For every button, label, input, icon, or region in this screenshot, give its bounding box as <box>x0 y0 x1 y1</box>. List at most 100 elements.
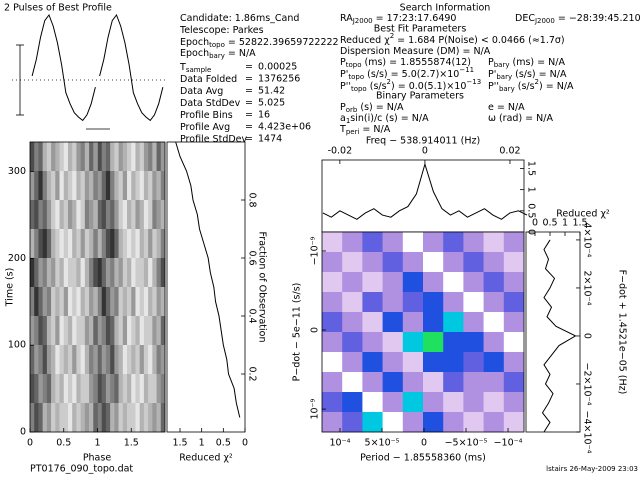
heat-cell <box>84 345 90 375</box>
info-eq: = <box>245 62 253 73</box>
heat-cell <box>139 345 145 375</box>
heat-cell <box>152 258 157 288</box>
heat-cell <box>55 200 60 230</box>
heat-cell <box>46 258 52 288</box>
heat-cell <box>38 142 43 172</box>
plot-frame <box>321 231 525 433</box>
heat-cell <box>342 412 363 433</box>
heat-cell <box>483 232 505 253</box>
text-part: Data StdDev <box>180 98 241 109</box>
heat-cell <box>160 345 166 375</box>
y-tick-label: −4×10⁻⁴ <box>582 411 593 454</box>
heat-cell <box>63 171 69 201</box>
info-line: e = N/A <box>488 102 525 113</box>
heat-cell <box>46 287 52 317</box>
heat-cell <box>46 171 52 201</box>
heat-cell <box>342 292 363 313</box>
heat-cell <box>143 316 149 346</box>
text-part: (s/s) = N/A <box>512 69 567 80</box>
x-tick-label: 5×10⁻⁵ <box>365 438 400 449</box>
heat-cell <box>143 229 149 259</box>
heat-cell <box>67 200 73 230</box>
heat-cell <box>322 232 343 253</box>
y-tick-label: 0.5 <box>526 203 537 218</box>
heat-cell <box>483 372 505 393</box>
y-axis-label: F−dot + 1.4521e−05 (Hz) <box>617 270 628 395</box>
heat-cell <box>152 403 157 433</box>
heat-cell <box>55 258 60 288</box>
info-value: 51.42 <box>258 86 285 97</box>
heat-cell <box>34 403 39 433</box>
heat-cell <box>131 200 136 230</box>
heat-cell <box>93 345 98 375</box>
heat-cell <box>67 142 73 172</box>
heat-cell <box>148 403 153 433</box>
heat-cell <box>80 287 86 317</box>
heat-cell <box>148 287 153 317</box>
heat-cell <box>382 352 404 373</box>
info-eq: = <box>245 98 253 109</box>
heat-cell <box>30 345 35 375</box>
y-tick-label: −10⁻⁹ <box>310 236 321 265</box>
info-label: Profile StdDev <box>180 134 248 145</box>
x-axis-label: Period − 1.85558360 (ms) <box>360 453 486 464</box>
x-tick-label: 1 <box>562 218 568 229</box>
x-tick-label: 0 <box>532 218 538 229</box>
heat-cell <box>423 272 444 293</box>
heat-cell <box>76 345 81 375</box>
text-part: Data Avg <box>180 86 223 97</box>
heat-cell <box>156 345 162 375</box>
heat-cell <box>80 142 86 172</box>
info-line: Epochbary = N/A <box>180 48 256 61</box>
heat-cell <box>402 292 424 313</box>
heat-cell <box>443 372 464 393</box>
info-eq: = <box>245 86 253 97</box>
heat-cell <box>127 258 132 288</box>
heat-cell <box>342 332 363 353</box>
heat-cell <box>160 171 166 201</box>
text-part: (s/s) = 5.0(2.7)×10 <box>364 69 459 80</box>
heat-cell <box>342 372 363 393</box>
heat-cell <box>59 403 65 433</box>
heat-cell <box>463 312 484 333</box>
heat-cell <box>156 171 162 201</box>
heat-cell <box>443 232 464 253</box>
heat-cell <box>463 392 484 413</box>
text-part: Epoch <box>180 48 209 59</box>
info-value: 5.025 <box>258 98 285 109</box>
heat-cell <box>105 374 111 404</box>
heat-cell <box>67 287 73 317</box>
heat-cell <box>72 200 77 230</box>
heat-cell <box>135 171 140 201</box>
heat-cell <box>152 345 157 375</box>
x-tick-label: -0.02 <box>328 146 353 157</box>
heat-cell <box>443 352 464 373</box>
info-line: P'topo (s/s) = 5.0(2.7)×10−11 <box>340 66 474 81</box>
heat-cell <box>139 287 145 317</box>
heat-cell <box>97 316 103 346</box>
subscript: topo <box>209 41 225 49</box>
heat-cell <box>72 287 77 317</box>
subscript: orb <box>346 106 358 114</box>
info-label: Data Folded <box>180 74 237 85</box>
text-part: P <box>340 57 346 68</box>
heat-cell <box>80 403 86 433</box>
heat-cell <box>51 229 56 259</box>
info-value: 16 <box>258 110 270 121</box>
heat-cell <box>122 142 128 172</box>
heat-cell <box>402 352 424 373</box>
heat-cell <box>118 200 124 230</box>
plot-frame <box>166 141 246 433</box>
heat-cell <box>110 142 115 172</box>
heat-cell <box>503 272 525 293</box>
heat-cell <box>51 142 56 172</box>
heat-cell <box>114 258 119 288</box>
x-tick-label: 10⁻⁴ <box>330 438 351 449</box>
heat-cell <box>118 229 124 259</box>
heat-cell <box>118 403 124 433</box>
x-tick-label: 0.5 <box>56 438 71 449</box>
heat-cell <box>160 229 166 259</box>
heat-cell <box>160 316 166 346</box>
subscript: bary <box>496 73 512 81</box>
heat-cell <box>84 374 90 404</box>
